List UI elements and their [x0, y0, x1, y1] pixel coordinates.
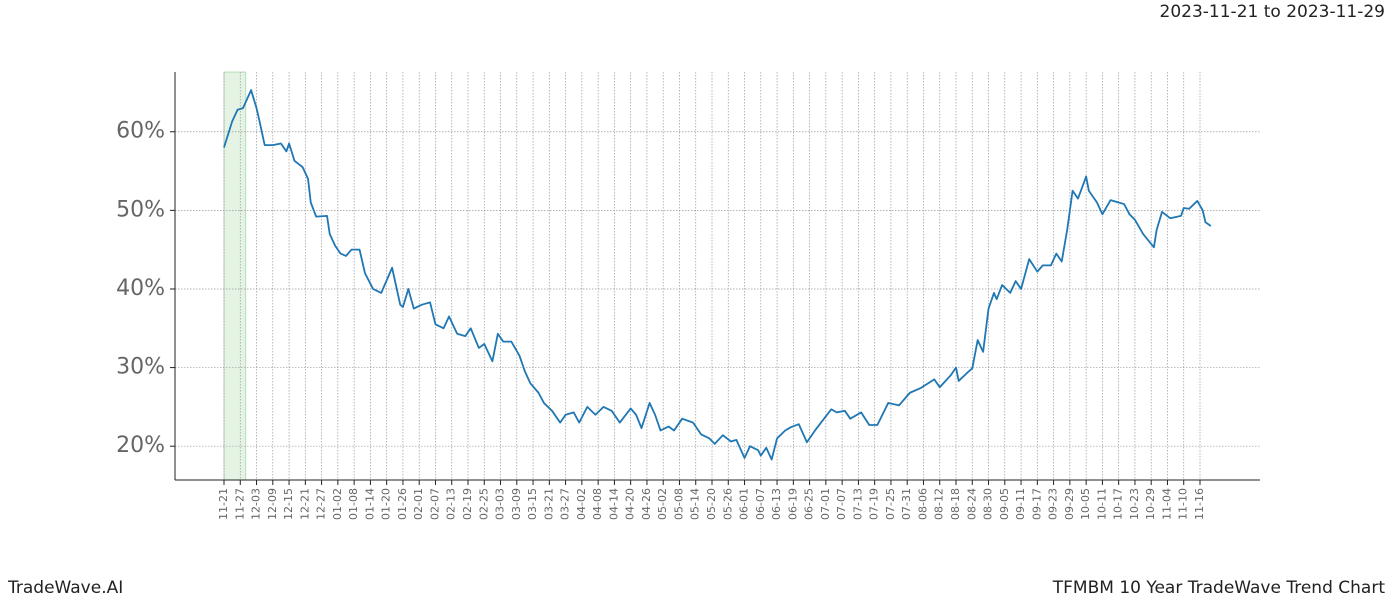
x-tick-label: 03-15: [526, 488, 539, 520]
x-tick-label: 06-01: [738, 488, 751, 520]
x-tick-label: 02-19: [461, 488, 474, 520]
x-tick-label: 09-17: [1030, 488, 1043, 520]
x-tick-label: 05-08: [672, 488, 685, 520]
x-tick-label: 01-08: [347, 488, 360, 520]
x-tick-label: 07-19: [868, 488, 881, 520]
x-tick-label: 10-17: [1112, 488, 1125, 520]
x-tick-label: 05-02: [656, 488, 669, 520]
x-tick-label: 07-31: [900, 488, 913, 520]
x-tick-label: 02-07: [428, 488, 441, 520]
x-tick-label: 07-13: [851, 488, 864, 520]
x-tick-label: 12-21: [298, 488, 311, 520]
x-tick-label: 01-02: [331, 488, 344, 520]
date-range: 2023-11-21 to 2023-11-29: [1160, 2, 1385, 22]
trend-line: [223, 89, 1212, 461]
x-tick-label: 05-14: [689, 488, 702, 520]
x-tick-label: 04-20: [624, 488, 637, 520]
x-tick-label: 09-23: [1047, 488, 1060, 520]
x-tick-label: 03-03: [494, 488, 507, 520]
x-tick-label: 08-30: [982, 488, 995, 520]
x-tick-label: 09-29: [1063, 488, 1076, 520]
x-tick-label: 08-06: [916, 488, 929, 520]
y-tick-label: 60%: [116, 119, 165, 144]
x-tick-label: 01-26: [396, 488, 409, 520]
x-tick-label: 11-10: [1177, 488, 1190, 520]
x-tick-label: 12-27: [315, 488, 328, 520]
x-tick-label: 04-02: [575, 488, 588, 520]
x-tick-label: 05-26: [721, 488, 734, 520]
x-tick-label: 11-16: [1193, 488, 1206, 520]
x-tick-label: 02-25: [477, 488, 490, 520]
x-tick-label: 10-29: [1144, 488, 1157, 520]
x-tick-label: 12-03: [250, 488, 263, 520]
x-tick-label: 08-18: [949, 488, 962, 520]
brand: TradeWave.AI: [7, 578, 123, 598]
x-tick-label: 07-07: [835, 488, 848, 520]
x-tick-label: 06-25: [803, 488, 816, 520]
x-tick-label: 06-13: [770, 488, 783, 520]
x-tick-label: 08-24: [965, 488, 978, 520]
y-tick-label: 20%: [116, 433, 165, 458]
x-tick-label: 07-25: [884, 488, 897, 520]
x-tick-label: 11-27: [233, 488, 246, 520]
y-tick-label: 40%: [116, 276, 165, 301]
x-tick-label: 01-14: [363, 488, 376, 520]
x-tick-label: 09-05: [998, 488, 1011, 520]
x-tick-label: 12-09: [266, 488, 279, 520]
x-tick-label: 08-12: [933, 488, 946, 520]
x-tick-label: 06-19: [786, 488, 799, 520]
x-tick-label: 01-20: [380, 488, 393, 520]
x-tick-label: 10-11: [1095, 488, 1108, 520]
chart-title: TFMBM 10 Year TradeWave Trend Chart: [1052, 578, 1386, 598]
x-tick-label: 03-27: [559, 488, 572, 520]
x-tick-label: 09-11: [1014, 488, 1027, 520]
x-tick-label: 04-08: [591, 488, 604, 520]
x-tick-label: 07-01: [819, 488, 832, 520]
x-tick-label: 02-01: [412, 488, 425, 520]
x-tick-label: 03-21: [542, 488, 555, 520]
x-tick-label: 05-20: [705, 488, 718, 520]
x-tick-label: 02-13: [445, 488, 458, 520]
x-tick-label: 11-21: [217, 488, 230, 520]
x-tick-label: 06-07: [754, 488, 767, 520]
y-tick-label: 30%: [116, 355, 165, 380]
x-tick-label: 10-05: [1079, 488, 1092, 520]
x-tick-label: 10-23: [1128, 488, 1141, 520]
y-tick-label: 50%: [116, 197, 165, 222]
x-tick-label: 03-09: [510, 488, 523, 520]
x-tick-label: 12-15: [282, 488, 295, 520]
x-tick-label: 11-04: [1160, 488, 1173, 520]
x-tick-label: 04-26: [640, 488, 653, 520]
highlight-span: [223, 71, 247, 481]
x-tick-label: 04-14: [607, 488, 620, 520]
